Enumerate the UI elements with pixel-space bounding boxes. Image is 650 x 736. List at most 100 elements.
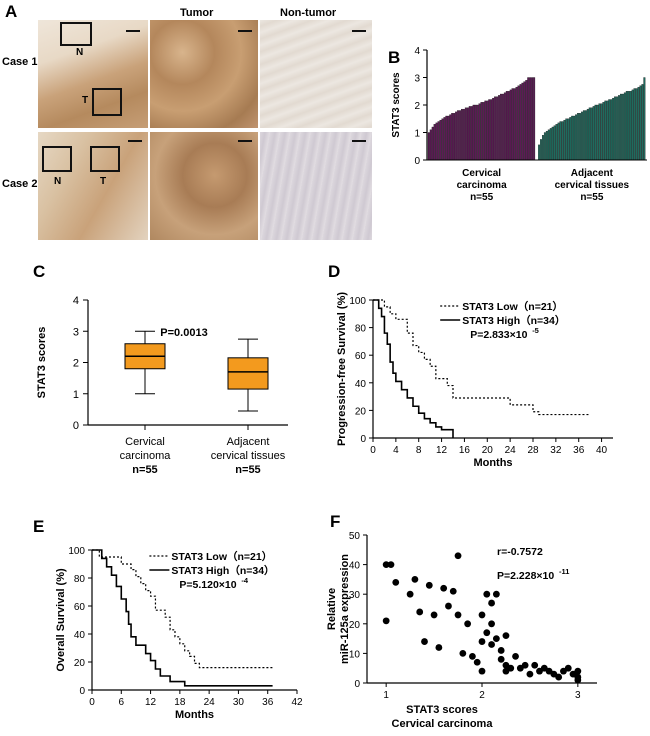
scale-bar bbox=[352, 140, 366, 142]
survival-curve bbox=[373, 299, 591, 416]
p-value: P=5.120×10 bbox=[179, 579, 236, 591]
bar bbox=[600, 103, 603, 161]
y-tick-label: 60 bbox=[355, 351, 367, 362]
bar bbox=[598, 103, 601, 161]
column-label-nontumor: Non-tumor bbox=[280, 7, 337, 19]
bar bbox=[435, 122, 438, 161]
bar bbox=[541, 135, 544, 161]
group-label: cervical tissues bbox=[555, 180, 630, 191]
survival-curve bbox=[373, 299, 454, 438]
bar bbox=[437, 121, 440, 161]
x-axis-label: Months bbox=[473, 457, 512, 469]
row-label-case1: Case 1 bbox=[2, 56, 38, 68]
x-tick-label: 36 bbox=[573, 445, 585, 456]
region-label-n: N bbox=[76, 47, 84, 58]
y-tick-label: 100 bbox=[68, 546, 85, 557]
bar bbox=[623, 92, 626, 161]
x-tick-label: 12 bbox=[436, 445, 448, 456]
scatter-point bbox=[521, 661, 529, 669]
bar bbox=[515, 86, 518, 161]
scatter-point bbox=[497, 647, 505, 654]
scatter-point bbox=[497, 655, 505, 663]
scatter-point bbox=[382, 617, 390, 625]
column-label-tumor: Tumor bbox=[180, 7, 214, 19]
scatter-point bbox=[425, 581, 433, 589]
scatter-point bbox=[531, 661, 539, 669]
x-tick-label: 16 bbox=[459, 445, 471, 456]
bar bbox=[457, 110, 460, 161]
bar bbox=[610, 99, 613, 161]
region-label-n: N bbox=[54, 176, 62, 187]
bar bbox=[441, 118, 444, 161]
y-tick-label: 40 bbox=[74, 630, 86, 641]
y-tick-label: 1 bbox=[73, 389, 79, 401]
bar bbox=[563, 119, 566, 161]
chart-e-os: 0 20 40 60 80 100 0 6 12 18 24 30 36 42 Months Overall … bbox=[55, 546, 303, 721]
group-label: n=55 bbox=[235, 464, 260, 476]
scatter-point bbox=[555, 673, 563, 681]
bar bbox=[616, 96, 619, 161]
y-axis-label: STAT3 scores bbox=[36, 327, 48, 399]
bar bbox=[466, 107, 469, 161]
bar bbox=[443, 117, 446, 161]
bar bbox=[498, 95, 500, 161]
bar bbox=[637, 86, 640, 161]
y-axis-label: STAT3 scores bbox=[391, 72, 402, 138]
scatter-point bbox=[392, 578, 400, 586]
bar bbox=[478, 103, 481, 161]
y-tick-label: 2 bbox=[73, 358, 79, 370]
p-value-exponent: -5 bbox=[532, 326, 539, 335]
y-tick-label: 0 bbox=[79, 686, 85, 697]
region-box-tumor bbox=[90, 146, 120, 172]
scatter-point bbox=[478, 667, 486, 675]
scatter-point bbox=[421, 638, 428, 645]
bar bbox=[565, 118, 568, 161]
bar bbox=[577, 113, 580, 161]
panel-label-d: D bbox=[328, 262, 341, 281]
x-tick-label: 20 bbox=[482, 445, 494, 456]
correlation-r: r=-0.7572 bbox=[497, 546, 543, 558]
bar bbox=[538, 144, 541, 161]
survival-curve bbox=[92, 549, 273, 687]
bar bbox=[555, 124, 558, 161]
scatter-point bbox=[445, 602, 452, 610]
scatter-point bbox=[574, 667, 582, 675]
box bbox=[227, 357, 269, 390]
bar bbox=[453, 113, 456, 161]
p-value: P=2.833×10 bbox=[470, 329, 527, 341]
bar bbox=[486, 100, 489, 161]
bar bbox=[505, 91, 508, 161]
bar bbox=[480, 102, 483, 161]
group-label: Adjacent bbox=[571, 168, 614, 179]
bar bbox=[582, 110, 585, 161]
bar bbox=[573, 115, 576, 161]
x-tick-label: 1 bbox=[383, 690, 389, 701]
bar bbox=[501, 93, 504, 161]
bar bbox=[519, 84, 522, 161]
bar bbox=[494, 96, 497, 161]
panel-label-c: C bbox=[33, 262, 46, 281]
legend-label: STAT3 Low（n=21） bbox=[462, 300, 563, 313]
bar bbox=[543, 132, 546, 161]
bar bbox=[459, 110, 461, 161]
bar bbox=[592, 106, 595, 161]
bar bbox=[513, 88, 516, 161]
y-tick-label: 4 bbox=[73, 295, 79, 307]
bar bbox=[594, 104, 597, 161]
bar bbox=[482, 102, 485, 161]
ihc-image-case2-overview: N T bbox=[38, 132, 148, 240]
scatter-point bbox=[526, 670, 534, 678]
scatter-point bbox=[430, 611, 438, 619]
y-axis-label: Overall Survival (%) bbox=[55, 568, 67, 672]
x-axis-label-2: Cervical carcinoma bbox=[392, 718, 494, 730]
x-tick-label: 24 bbox=[505, 445, 517, 456]
x-tick-label: 32 bbox=[550, 445, 562, 456]
bar bbox=[629, 91, 632, 161]
x-tick-label: 4 bbox=[393, 445, 399, 456]
y-tick-label: 50 bbox=[349, 531, 361, 542]
y-tick-label: 0 bbox=[354, 679, 360, 690]
y-tick-label: 3 bbox=[73, 326, 79, 338]
ihc-image-case1-nontumor bbox=[260, 20, 372, 128]
bar bbox=[527, 77, 530, 161]
